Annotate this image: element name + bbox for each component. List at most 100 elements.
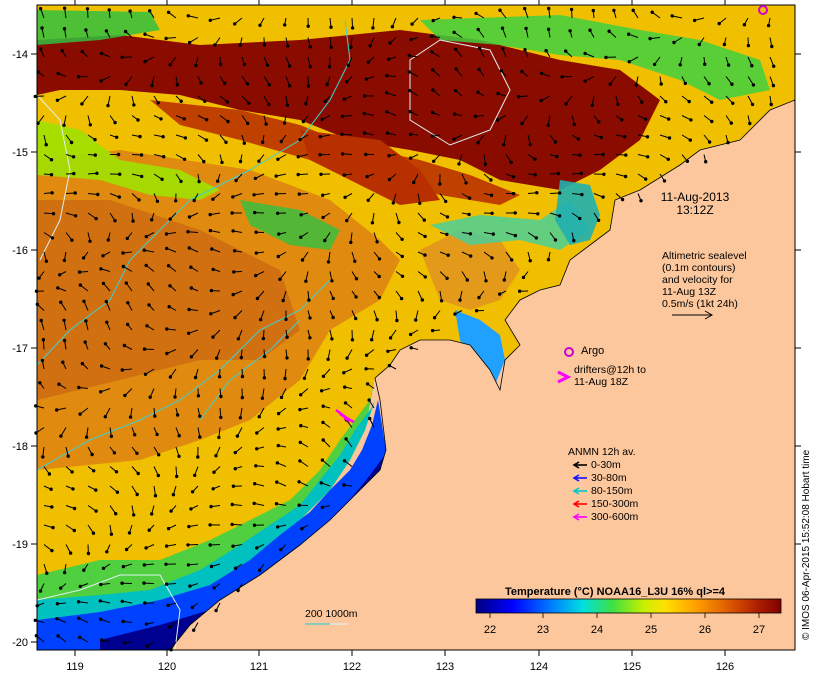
velocity-arrow-head <box>209 312 213 316</box>
velocity-arrow-head <box>193 473 197 477</box>
velocity-arrow-head <box>232 249 237 253</box>
colorbar-tick: 26 <box>699 624 711 636</box>
velocity-arrow-head <box>213 43 217 47</box>
y-tick-label: -18 <box>12 441 28 453</box>
velocity-arrow-head <box>34 289 39 293</box>
velocity-arrow-head <box>121 264 126 269</box>
velocity-arrow-head <box>301 119 306 124</box>
velocity-arrow-head <box>553 238 558 242</box>
velocity-arrow-head <box>232 270 236 274</box>
velocity-arrow-head <box>689 118 693 122</box>
velocity-arrow-head <box>168 375 173 379</box>
velocity-arrow-head <box>330 337 334 341</box>
velocity-arrow-head <box>564 49 568 53</box>
velocity-arrow-head <box>387 363 392 368</box>
velocity-arrow-head <box>208 18 213 22</box>
velocity-arrow-head <box>196 394 201 398</box>
velocity-arrow-head <box>276 525 280 529</box>
velocity-arrow-head <box>71 487 75 491</box>
velocity-arrow-head <box>122 343 127 348</box>
velocity-arrow-head <box>120 581 124 585</box>
velocity-arrow-head <box>114 470 119 474</box>
cold-band-blue <box>37 400 386 650</box>
velocity-arrow-head <box>50 548 54 553</box>
velocity-arrow-head <box>168 625 172 629</box>
colorbar-title: Temperature (°C) NOAA16_L3U 16% ql>=4 <box>505 586 725 598</box>
velocity-arrow-head <box>520 121 524 126</box>
velocity-arrow-head <box>601 195 605 199</box>
velocity-arrow-head <box>187 331 191 335</box>
velocity-arrow-head <box>103 415 108 419</box>
velocity-arrow-head <box>281 298 285 303</box>
velocity-arrow-head <box>94 488 98 492</box>
velocity-arrow-head <box>218 62 223 67</box>
velocity-arrow-head <box>132 513 136 517</box>
velocity-arrow-head <box>165 351 169 356</box>
velocity-arrow-head <box>710 100 714 104</box>
velocity-arrow-head <box>368 44 372 48</box>
velocity-arrow-head <box>38 381 42 385</box>
velocity-arrow-head <box>288 64 292 68</box>
velocity-arrow-head <box>560 75 564 79</box>
velocity-arrow-head <box>208 543 212 547</box>
velocity-arrow-head <box>407 53 411 58</box>
velocity-arrow-head <box>534 236 538 240</box>
velocity-arrow-head <box>330 279 334 283</box>
velocity-arrow-head <box>499 69 503 73</box>
velocity-arrow-head <box>88 123 93 127</box>
velocity-arrow-head <box>296 172 300 177</box>
velocity-arrow-head <box>169 509 173 513</box>
velocity-arrow-head <box>477 46 482 50</box>
velocity-arrow-head <box>62 570 67 575</box>
velocity-arrow-head <box>354 316 358 321</box>
velocity-arrow-head <box>186 563 191 567</box>
velocity-arrow-head <box>321 438 325 442</box>
velocity-arrow-head <box>340 114 345 119</box>
velocity-arrow-head <box>672 40 676 45</box>
velocity-arrow-head <box>410 22 414 26</box>
velocity-arrow-head <box>226 119 230 124</box>
velocity-arrow-head <box>247 101 251 105</box>
velocity-arrow-head <box>160 177 164 182</box>
velocity-arrow-head <box>194 63 198 68</box>
velocity-arrow-head <box>513 233 518 238</box>
velocity-arrow-head <box>125 236 130 241</box>
velocity-arrow-head <box>208 212 212 217</box>
velocity-arrow-head <box>687 99 691 104</box>
velocity-arrow-head <box>99 51 104 56</box>
velocity-arrow-head <box>604 55 608 60</box>
velocity-arrow-head <box>147 303 151 307</box>
velocity-arrow-head <box>62 318 66 322</box>
velocity-arrow-head <box>318 135 322 139</box>
velocity-arrow-head <box>385 131 390 135</box>
velocity-arrow-head <box>144 234 149 239</box>
velocity-arrow-head <box>748 121 752 126</box>
y-tick-label: -17 <box>12 343 28 355</box>
velocity-arrow-head <box>165 327 169 331</box>
velocity-arrow-head <box>166 603 170 607</box>
velocity-arrow-head <box>491 232 495 236</box>
velocity-arrow-head <box>345 218 349 223</box>
velocity-arrow-head <box>62 258 67 263</box>
velocity-arrow-head <box>362 111 366 116</box>
velocity-arrow-head <box>164 36 168 41</box>
velocity-arrow-head <box>362 94 367 98</box>
velocity-arrow-head <box>692 18 697 23</box>
velocity-arrow-head <box>342 371 346 375</box>
velocity-arrow-head <box>362 131 367 135</box>
velocity-arrow-head <box>106 103 110 108</box>
colorbar-tick: 27 <box>753 624 765 636</box>
velocity-arrow-head <box>547 6 551 11</box>
velocity-arrow-head <box>771 83 776 88</box>
velocity-arrow-head <box>510 258 514 262</box>
velocity-arrow-head <box>308 65 312 69</box>
velocity-arrow-head <box>627 32 631 36</box>
anmn-item-label: 30-80m <box>591 472 627 484</box>
velocity-arrow-head <box>77 616 81 620</box>
velocity-arrow-head <box>306 84 311 88</box>
velocity-arrow-head <box>432 159 436 164</box>
velocity-arrow-head <box>599 135 603 140</box>
velocity-arrow-head <box>254 273 258 278</box>
velocity-arrow-head <box>354 295 358 299</box>
velocity-arrow-head <box>283 376 287 381</box>
